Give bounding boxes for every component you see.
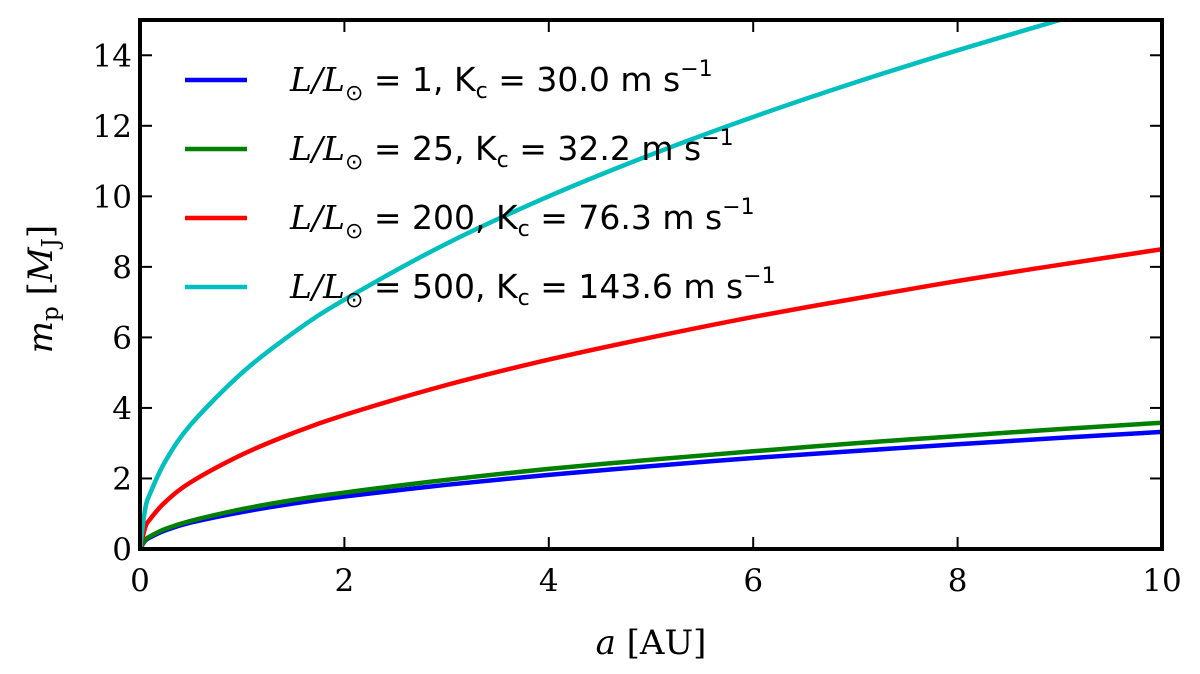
x-axis-label: a [AU] [596, 623, 707, 663]
series-line-2 [140, 420, 1162, 549]
y-axis-unit-sub: J [38, 238, 64, 249]
y-tick-label: 12 [93, 109, 132, 145]
y-tick-label: 6 [112, 320, 132, 356]
legend-text-part: L/L [289, 129, 345, 168]
y-axis-label: mp [MJ] [21, 225, 64, 353]
legend-text-part: L/L [289, 60, 345, 99]
y-tick-label: 14 [93, 38, 132, 74]
series-line-4 [140, 20, 1061, 549]
legend-text-part: ⊙ [345, 81, 363, 106]
tick-layer: 0 2 4 6 8 10 0 2 4 6 8 10 12 14 [93, 20, 1182, 599]
y-axis-sub: p [38, 306, 64, 321]
legend-text-part: ⊙ [345, 288, 363, 313]
legend-label-4: L/L⊙ = 500, Kc = 143.6 m s−1 [289, 264, 776, 313]
legend-text-part: c [518, 217, 530, 242]
legend-text-part: = 1, K [363, 60, 477, 99]
legend-text-part: = 76.3 m s [530, 198, 722, 237]
x-tick-label: 4 [539, 563, 559, 599]
legend: L/L⊙ = 1, Kc = 30.0 m s−1L/L⊙ = 25, Kc =… [185, 57, 776, 313]
x-axis-var: a [596, 623, 616, 663]
legend-text-part: −1 [743, 264, 775, 289]
x-tick-label: 2 [335, 563, 355, 599]
legend-text-part: ⊙ [345, 150, 363, 175]
legend-text-part: = 200, K [363, 198, 519, 237]
y-axis-var: m [21, 321, 61, 353]
y-tick-label: 0 [112, 532, 132, 568]
x-tick-label: 10 [1142, 563, 1181, 599]
y-tick-label: 2 [112, 461, 132, 497]
legend-text-part: L/L [289, 267, 345, 306]
plot-frame [138, 18, 1164, 551]
series-line-3 [140, 246, 1162, 549]
legend-label-2: L/L⊙ = 25, Kc = 32.2 m s−1 [289, 126, 734, 175]
legend-label-1: L/L⊙ = 1, Kc = 30.0 m s−1 [289, 57, 713, 106]
y-axis-unit-open: [ [21, 282, 61, 306]
x-tick-label: 8 [948, 563, 968, 599]
x-axis-unit: [AU] [616, 623, 707, 663]
legend-text-part: = 30.0 m s [488, 60, 680, 99]
legend-text-part: −1 [680, 57, 712, 82]
y-axis-unit-close: ] [21, 225, 61, 238]
legend-text-part: ⊙ [345, 219, 363, 244]
legend-text-part: c [476, 79, 488, 104]
y-axis-unit-var: M [21, 246, 61, 283]
legend-text-part: = 25, K [363, 129, 498, 168]
x-tick-label: 0 [130, 563, 150, 599]
legend-text-part: = 500, K [363, 267, 519, 306]
legend-text-part: c [497, 148, 509, 173]
legend-text-part: −1 [701, 126, 733, 151]
legend-label-3: L/L⊙ = 200, Kc = 76.3 m s−1 [289, 195, 755, 244]
y-tick-label: 10 [93, 179, 132, 215]
legend-text-part: c [518, 286, 530, 311]
legend-text-part: = 32.2 m s [509, 129, 701, 168]
series-line-1 [140, 429, 1162, 549]
y-tick-label: 4 [112, 391, 132, 427]
legend-text-part: L/L [289, 198, 345, 237]
series-layer [140, 20, 1162, 549]
legend-text-part: −1 [722, 195, 754, 220]
x-tick-label: 6 [743, 563, 763, 599]
legend-text-part: = 143.6 m s [530, 267, 743, 306]
y-tick-label: 8 [112, 250, 132, 286]
